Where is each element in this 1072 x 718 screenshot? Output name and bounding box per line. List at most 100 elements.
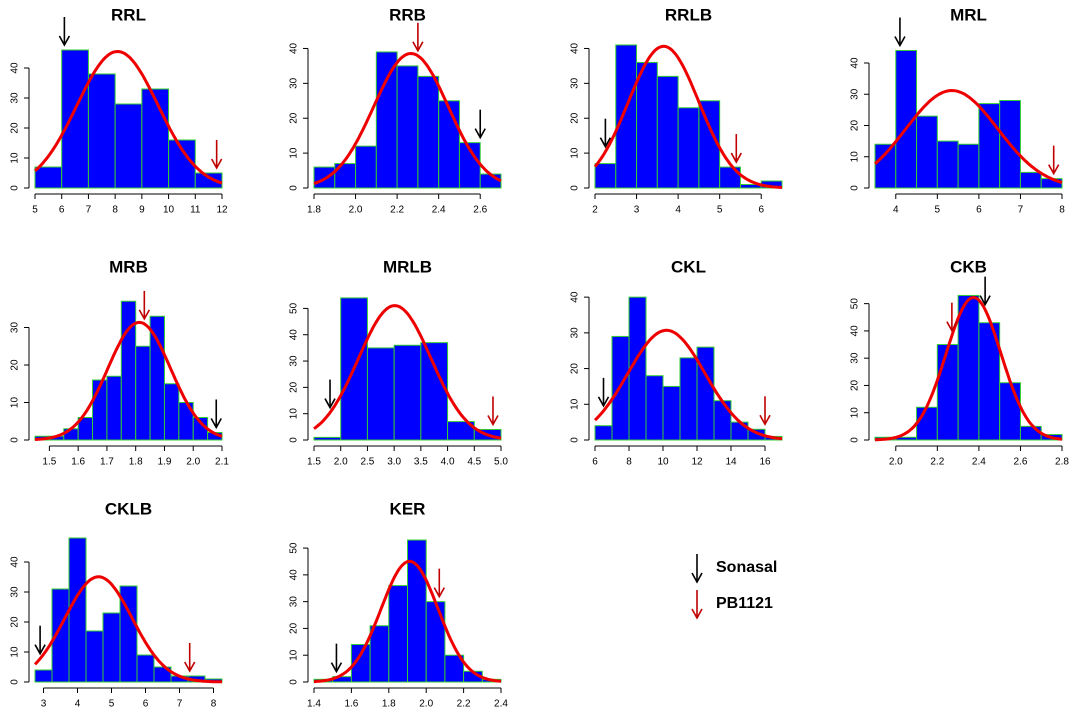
y-tick-label: 10 <box>10 646 21 658</box>
normal-curve <box>34 320 223 441</box>
bar <box>1019 171 1042 189</box>
y-tick-label: 30 <box>10 92 21 104</box>
normal-curve <box>874 88 1063 184</box>
y-tick-label: 20 <box>10 122 21 134</box>
panel-title: RRB <box>389 5 426 24</box>
bar <box>645 375 664 441</box>
bar <box>34 669 53 683</box>
bar <box>1019 425 1042 441</box>
normal-curve <box>593 328 783 441</box>
bar <box>594 163 617 189</box>
x-tick-label: 1.9 <box>158 457 172 468</box>
x-tick-label: 12 <box>691 457 703 468</box>
x-tick-label: 2.0 <box>419 699 433 710</box>
x-tick-label: 7 <box>1018 205 1024 216</box>
normal-curve <box>33 49 223 185</box>
bar <box>34 166 63 189</box>
y-tick-label: 10 <box>10 397 21 409</box>
normal-curve <box>33 575 223 684</box>
y-tick-label: 0 <box>289 437 300 443</box>
bar <box>393 344 422 441</box>
x-tick-label: 4.0 <box>441 457 455 468</box>
bar <box>713 400 732 441</box>
bar <box>106 375 122 441</box>
x-tick-label: 2.4 <box>432 205 446 216</box>
bar <box>999 382 1021 441</box>
parent-arrow-part <box>433 587 445 599</box>
parent-arrow <box>138 290 151 321</box>
x-tick-label: 1.8 <box>307 205 321 216</box>
bar <box>662 385 681 441</box>
x-tick-label: 2.0 <box>889 457 903 468</box>
x-tick-label: 2 <box>592 205 598 216</box>
y-tick-label: 20 <box>570 112 581 124</box>
x-tick-label: 5 <box>935 205 941 216</box>
bar <box>194 172 223 189</box>
x-tick-label: 1.8 <box>129 457 143 468</box>
x-tick-label: 5.0 <box>494 457 508 468</box>
x-tick-label: 1.7 <box>100 457 114 468</box>
bar <box>87 73 116 189</box>
panel-title: MRL <box>950 5 987 24</box>
legend-arrow-part <box>691 608 703 620</box>
parent-arrow <box>330 643 343 674</box>
bar <box>68 537 87 683</box>
x-tick-label: 4.5 <box>467 457 481 468</box>
x-tick-label: 6 <box>592 457 598 468</box>
bar <box>615 44 638 189</box>
bar <box>120 300 137 441</box>
bar <box>679 357 698 441</box>
x-tick-label: 1.6 <box>344 699 358 710</box>
bar <box>149 315 165 441</box>
parent-arrow-part <box>324 398 336 410</box>
normal-curve <box>313 51 502 185</box>
bar <box>136 654 155 683</box>
x-tick-label: 2.0 <box>349 205 363 216</box>
x-tick-label: 7 <box>177 699 183 710</box>
parent-arrow-part <box>759 414 771 426</box>
x-tick-label: 10 <box>163 205 175 216</box>
bar <box>444 654 465 683</box>
y-tick-label: 30 <box>570 327 581 339</box>
parent-arrow <box>759 396 771 426</box>
parent-arrow <box>946 302 958 333</box>
x-tick-label: 14 <box>725 457 737 468</box>
x-tick-label: 10 <box>657 457 669 468</box>
y-tick-label: 20 <box>10 616 21 628</box>
parent-arrow <box>597 377 610 408</box>
x-tick-label: 1.5 <box>42 457 56 468</box>
parent-arrow-part <box>330 662 343 674</box>
y-tick-label: 10 <box>289 649 300 661</box>
x-tick-label: 6 <box>143 699 149 710</box>
bar <box>114 103 143 189</box>
x-tick-label: 6 <box>758 205 764 216</box>
x-tick-label: 12 <box>216 205 228 216</box>
panel-title: RRL <box>111 5 146 24</box>
x-tick-label: 2.0 <box>334 457 348 468</box>
bar <box>313 436 342 441</box>
bar <box>396 65 419 189</box>
y-tick-label: 40 <box>289 329 300 341</box>
y-tick-label: 0 <box>850 185 861 191</box>
x-tick-label: 2.6 <box>1013 457 1027 468</box>
x-tick-label: 1.6 <box>71 457 85 468</box>
y-tick-label: 20 <box>850 120 861 132</box>
x-tick-label: 5 <box>32 205 38 216</box>
bar <box>355 145 377 189</box>
parent-arrow-part <box>412 41 424 53</box>
y-tick-label: 10 <box>289 147 300 159</box>
x-tick-label: 1.5 <box>307 457 321 468</box>
x-tick-label: 2.1 <box>215 457 229 468</box>
parent-arrow-part <box>58 35 71 47</box>
x-tick-label: 16 <box>759 457 771 468</box>
panel-title: CKLB <box>105 499 152 518</box>
bar <box>420 342 449 441</box>
y-tick-label: 30 <box>850 88 861 100</box>
legend-label: Sonasal <box>716 559 777 576</box>
x-tick-label: 11 <box>190 205 201 216</box>
x-tick-label: 5 <box>109 699 115 710</box>
y-tick-label: 30 <box>289 355 300 367</box>
parent-arrow <box>894 17 906 48</box>
bar <box>425 601 446 683</box>
y-tick-label: 30 <box>10 586 21 598</box>
